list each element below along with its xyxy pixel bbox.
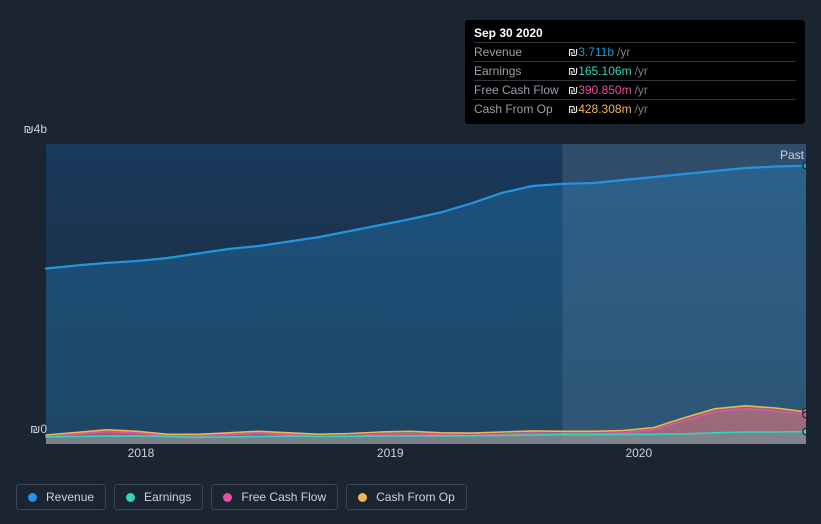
legend-item-earnings[interactable]: Earnings (114, 484, 203, 510)
x-axis-labels: 2018 2019 2020 (46, 446, 806, 466)
tooltip-row-value: 390.850m (578, 83, 631, 97)
legend-item-free-cash-flow[interactable]: Free Cash Flow (211, 484, 338, 510)
tooltip-row-label: Cash From Op (474, 102, 568, 116)
tooltip-currency: ₪ (568, 102, 578, 116)
y-axis-top-label: ₪4b (23, 122, 47, 136)
tooltip-currency: ₪ (568, 64, 578, 78)
legend-swatch (358, 493, 367, 502)
area-chart[interactable]: ₪4b ₪0 Past 2018 2019 2020 (16, 118, 806, 458)
tooltip-row-label: Earnings (474, 64, 568, 78)
legend-swatch (126, 493, 135, 502)
x-axis-label: 2018 (128, 446, 155, 460)
tooltip-row-value: 428.308m (578, 102, 631, 116)
legend-label: Cash From Op (376, 490, 455, 504)
chart-tooltip: Sep 30 2020 Revenue ₪3.711b /yr Earnings… (465, 20, 805, 124)
chart-legend: Revenue Earnings Free Cash Flow Cash Fro… (16, 484, 467, 510)
tooltip-row: Free Cash Flow ₪390.850m /yr (474, 80, 796, 99)
tooltip-row: Cash From Op ₪428.308m /yr (474, 99, 796, 118)
tooltip-row-unit: /yr (635, 102, 648, 116)
tooltip-currency: ₪ (568, 83, 578, 97)
legend-label: Earnings (144, 490, 191, 504)
tooltip-row-unit: /yr (635, 83, 648, 97)
legend-item-revenue[interactable]: Revenue (16, 484, 106, 510)
legend-swatch (223, 493, 232, 502)
legend-label: Revenue (46, 490, 94, 504)
tooltip-row: Earnings ₪165.106m /yr (474, 61, 796, 80)
x-axis-label: 2019 (377, 446, 404, 460)
legend-swatch (28, 493, 37, 502)
tooltip-row-label: Revenue (474, 45, 568, 59)
tooltip-row: Revenue ₪3.711b /yr (474, 42, 796, 61)
tooltip-row-unit: /yr (617, 45, 630, 59)
x-axis-label: 2020 (625, 446, 652, 460)
tooltip-row-label: Free Cash Flow (474, 83, 568, 97)
legend-label: Free Cash Flow (241, 490, 326, 504)
tooltip-row-value: 3.711b (578, 45, 614, 59)
y-axis-bottom-label: ₪0 (30, 422, 47, 436)
tooltip-date: Sep 30 2020 (474, 26, 796, 42)
past-label: Past (780, 148, 804, 162)
legend-item-cash-from-op[interactable]: Cash From Op (346, 484, 467, 510)
tooltip-currency: ₪ (568, 45, 578, 59)
chart-svg (16, 118, 806, 444)
tooltip-row-unit: /yr (635, 64, 648, 78)
tooltip-row-value: 165.106m (578, 64, 631, 78)
